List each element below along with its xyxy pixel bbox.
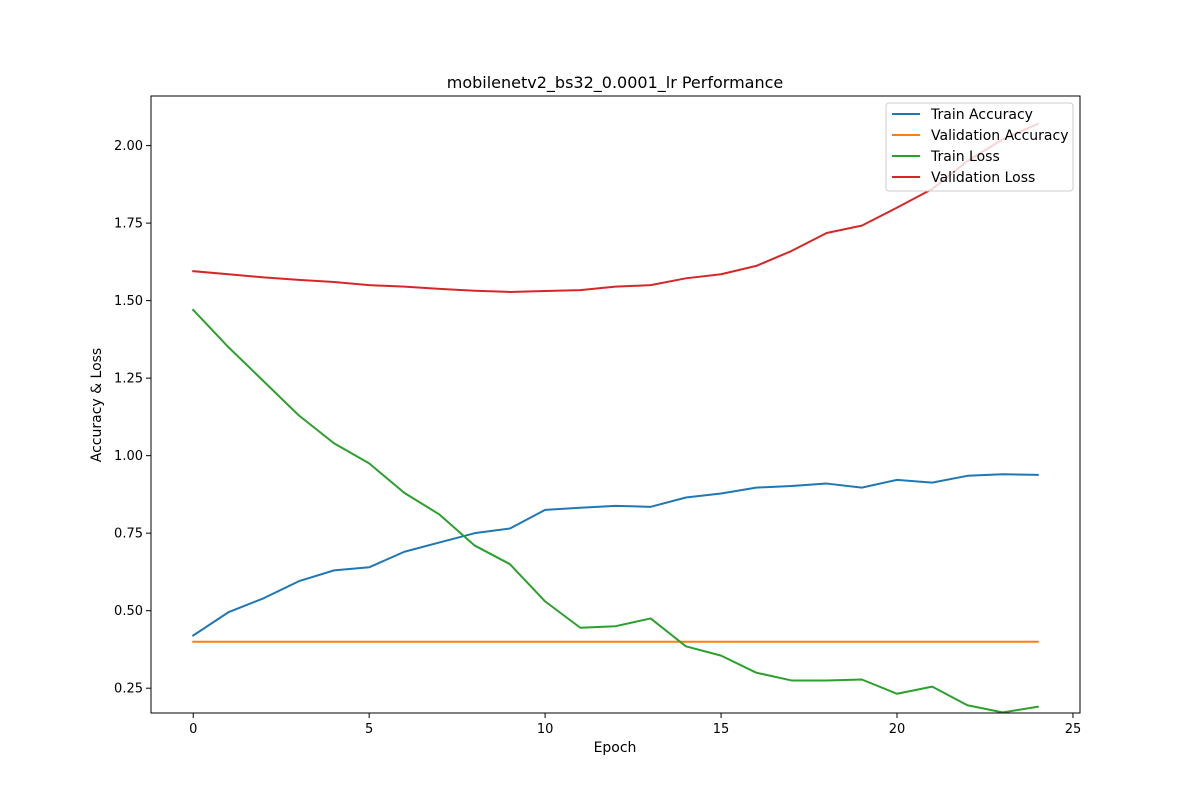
x-axis-label: Epoch — [594, 740, 637, 756]
x-tick-label: 0 — [189, 722, 197, 737]
y-axis: 0.25 0.50 0.75 1.00 1.25 1.50 1.75 2.00 — [114, 139, 151, 697]
y-tick-label: 1.00 — [114, 449, 143, 464]
series-line-1 — [191, 473, 1039, 637]
y-tick-label: 0.25 — [114, 682, 143, 697]
series-line-3 — [191, 308, 1039, 714]
y-tick-label: 2.00 — [114, 139, 143, 154]
y-tick-label: 1.50 — [114, 294, 143, 309]
x-tick-label: 5 — [365, 722, 373, 737]
x-axis: 0 5 10 15 20 25 — [189, 713, 1081, 737]
y-tick-label: 0.50 — [114, 604, 143, 619]
chart-title: mobilenetv2_bs32_0.0001_lr Performance — [447, 73, 784, 93]
y-axis-label: Accuracy & Loss — [89, 348, 105, 462]
y-tick-label: 0.75 — [114, 527, 143, 542]
legend-label: Train Loss — [930, 149, 1000, 165]
legend-box — [885, 102, 1074, 192]
x-tick-label: 15 — [713, 722, 730, 737]
x-tick-label: 20 — [889, 722, 906, 737]
y-tick-label: 1.25 — [114, 372, 143, 387]
plot-lines — [191, 122, 1040, 714]
legend-label: Validation Accuracy — [931, 128, 1069, 144]
x-tick-label: 25 — [1065, 722, 1082, 737]
x-tick-label: 10 — [537, 722, 554, 737]
legend: Train Accuracy Validation Accuracy Train L… — [885, 102, 1074, 192]
legend-label: Validation Loss — [931, 170, 1035, 186]
legend-label: Train Accuracy — [930, 107, 1033, 123]
y-tick-label: 1.75 — [114, 217, 143, 232]
series-line-4 — [192, 122, 1040, 293]
plot-frame — [150, 95, 1081, 714]
